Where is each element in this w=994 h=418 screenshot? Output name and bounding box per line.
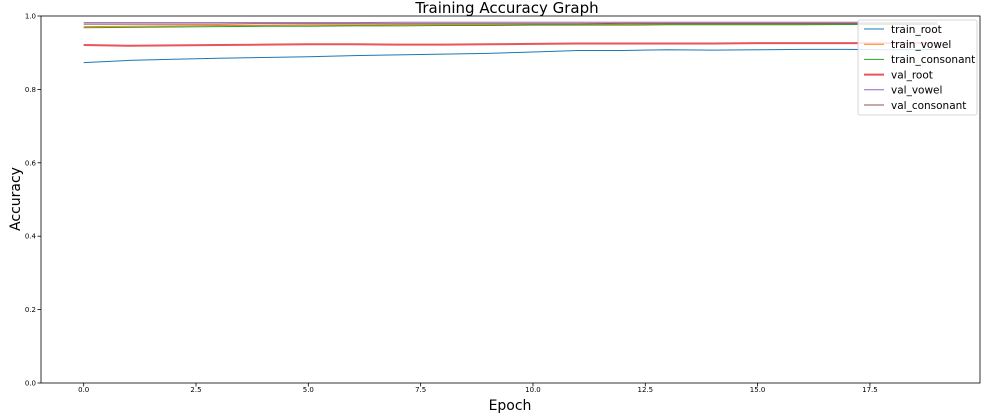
x-tick-label: 2.5 <box>190 386 201 394</box>
plot-area <box>40 15 981 384</box>
legend-label: train_root <box>891 24 942 36</box>
x-tick-label: 10.0 <box>525 386 541 394</box>
x-axis-title: Epoch <box>489 398 532 414</box>
y-tick-label: 1.0 <box>25 13 36 21</box>
legend: train_root train_vowel train_consonant val_… <box>857 19 978 116</box>
legend-entries: train_root train_vowel train_consonant val_… <box>864 24 975 112</box>
series-line-train-vowel <box>83 23 938 28</box>
x-tick-label: 15.0 <box>750 386 766 394</box>
y-tick-label: 0.2 <box>25 306 36 314</box>
x-axis-ticks: 0.0 2.5 5.0 7.5 10.0 12.5 15.0 17.5 <box>78 383 878 394</box>
x-tick-label: 5.0 <box>303 386 314 394</box>
legend-label: train_consonant <box>891 54 975 66</box>
series-line-train-consonant <box>83 23 938 29</box>
y-tick-label: 0.6 <box>25 159 37 167</box>
chart-title: Training Accuracy Graph <box>414 0 598 17</box>
x-tick-label: 17.5 <box>862 386 878 394</box>
series-line-train-root <box>83 48 938 64</box>
y-axis-title: Accuracy <box>8 167 24 231</box>
y-tick-label: 0.8 <box>25 86 36 94</box>
x-tick-label: 7.5 <box>415 386 426 394</box>
legend-box <box>857 19 978 116</box>
x-tick-label: 0.0 <box>78 386 89 394</box>
series-line-val-root <box>83 42 938 47</box>
legend-label: train_vowel <box>891 39 951 51</box>
legend-label: val_consonant <box>891 100 966 112</box>
y-tick-label: 0.4 <box>25 233 37 241</box>
legend-label: val_root <box>891 69 933 81</box>
legend-label: val_vowel <box>891 85 942 97</box>
x-tick-label: 12.5 <box>637 386 653 394</box>
y-axis-ticks: 0.0 0.2 0.4 0.6 0.8 1.0 <box>25 13 41 388</box>
y-tick-label: 0.0 <box>25 380 36 388</box>
series-lines <box>83 21 938 64</box>
series-line-val-consonant <box>83 22 938 25</box>
